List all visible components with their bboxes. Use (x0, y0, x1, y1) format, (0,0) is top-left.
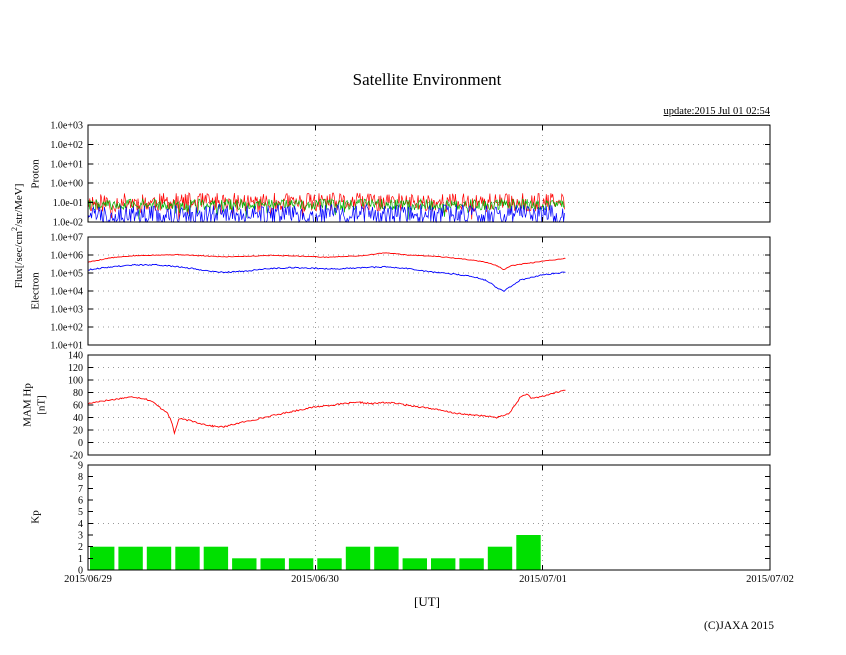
mam-hp-ytick-label: 20 (73, 426, 83, 437)
kp-ytick-label: 2 (78, 542, 83, 553)
flux-axis-label-pre: Flux[/sec/cm (12, 230, 25, 289)
mam-hp-ytick-label: 140 (68, 351, 83, 362)
electron-series-electron-red (87, 252, 566, 270)
electron-ytick-label: 1.0e+02 (50, 323, 83, 334)
kp-ytick-label: 6 (78, 496, 83, 507)
copyright-text: (C)JAXA 2015 (704, 620, 774, 632)
x-tick-2015-06-29: 2015/06/29 (64, 574, 112, 585)
kp-bar (146, 546, 172, 570)
update-timestamp: update:2015 Jul 01 02:54 (663, 106, 770, 117)
electron-axis-label: Electron (29, 272, 42, 310)
kp-bar (374, 546, 399, 570)
mam-hp-ytick-label: 80 (73, 388, 83, 399)
kp-ytick-label: 5 (78, 507, 83, 518)
electron-ytick-label: 1.0e+07 (50, 233, 83, 244)
kp-bar (516, 535, 541, 570)
mam-hp-ytick-label: 60 (73, 401, 83, 412)
x-tick-2015-06-30: 2015/06/30 (291, 574, 339, 585)
proton-ytick-label: 1.0e-01 (53, 198, 83, 209)
electron-ytick-label: 1.0e+06 (50, 251, 83, 262)
kp-frame (87, 464, 771, 571)
kp-ytick-label: 4 (78, 519, 83, 530)
electron-ytick-label: 1.0e+04 (50, 287, 83, 298)
kp-bar (232, 558, 257, 570)
proton-ytick-label: 1.0e+00 (50, 179, 83, 190)
electron-ytick-label: 1.0e+05 (50, 269, 83, 280)
proton-ytick-label: 1.0e-02 (53, 218, 83, 229)
ut-axis-title: [UT] (414, 594, 440, 609)
kp-bar (175, 546, 200, 570)
proton-ytick-label: 1.0e+03 (50, 121, 83, 132)
kp-bar (118, 546, 143, 570)
kp-bar (260, 558, 285, 570)
kp-bar (203, 546, 229, 570)
kp-ytick-label: 1 (78, 554, 83, 565)
kp-ytick-label: 3 (78, 531, 83, 542)
mam-hp-ytick-label: 40 (73, 413, 83, 424)
proton-ytick-label: 1.0e+02 (50, 140, 83, 151)
kp-ytick-label: 0 (78, 566, 83, 577)
kp-bar (402, 558, 427, 570)
kp-ytick-label: 9 (78, 461, 83, 472)
mam-hp-axis-label: MAM Hp (21, 383, 34, 427)
kp-ytick-label: 7 (78, 484, 83, 495)
electron-series-electron-blue (88, 263, 566, 292)
kp-bar (90, 546, 115, 570)
proton-series-proton-green (87, 197, 565, 220)
proton-series-proton-blue (87, 203, 565, 224)
electron-ytick-label: 1.0e+03 (50, 305, 83, 316)
mam-hp-series-hp-red (87, 389, 566, 436)
flux-axis-label-post: /str/MeV] (12, 183, 25, 227)
proton-ytick-label: 1.0e+01 (50, 159, 83, 170)
proton-frame (87, 124, 771, 223)
flux-axis-label-sup: 2 (10, 226, 20, 231)
flux-axis-label: Flux[/sec/cm2/str/MeV] (10, 183, 25, 289)
electron-ytick-label: 1.0e+01 (50, 341, 83, 352)
mam-hp-ytick-label: 0 (78, 438, 83, 449)
x-tick-2015-07-02: 2015/07/02 (746, 574, 794, 585)
mam-hp-ytick-label: -20 (70, 451, 83, 462)
kp-bar (317, 558, 342, 570)
kp-bar (459, 558, 484, 570)
kp-bar (345, 546, 371, 570)
page-title: Satellite Environment (352, 70, 502, 89)
kp-bar (487, 546, 513, 570)
kp-bar (431, 558, 456, 570)
kp-bar (288, 558, 314, 570)
x-tick-2015-07-01: 2015/07/01 (519, 574, 567, 585)
kp-axis-label: Kp (29, 510, 42, 524)
mam-hp-ytick-label: 100 (68, 376, 83, 387)
mam-hp-ytick-label: 120 (68, 363, 83, 374)
kp-ytick-label: 8 (78, 472, 83, 483)
proton-axis-label: Proton (29, 159, 42, 189)
mam-nt-axis-label: [nT] (35, 395, 48, 415)
